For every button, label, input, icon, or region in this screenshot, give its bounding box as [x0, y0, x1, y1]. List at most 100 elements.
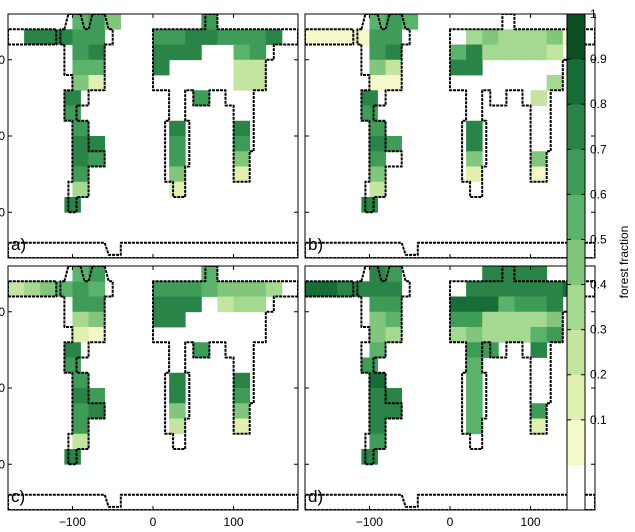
grid-cell	[385, 403, 403, 419]
grid-cell	[233, 151, 251, 167]
grid-cell	[153, 59, 170, 76]
grid-cell	[185, 281, 202, 297]
grid-cell	[193, 342, 210, 358]
coastline	[305, 28, 355, 46]
grid-cell	[249, 29, 267, 45]
grid-cell	[233, 120, 251, 137]
grid-cell	[249, 281, 267, 297]
grid-cell	[193, 90, 210, 106]
grid-cell	[72, 281, 89, 297]
grid-cell	[169, 166, 186, 183]
grid-cell	[72, 403, 89, 419]
colorbar-frame	[566, 13, 586, 511]
grid-cell	[169, 372, 186, 389]
colorbar-tick-label: 0.6	[590, 187, 607, 201]
grid-cell	[40, 281, 57, 297]
grid-cell	[201, 29, 218, 45]
grid-cell	[249, 296, 267, 313]
grid-cell	[369, 372, 386, 389]
grid-cell	[466, 372, 483, 389]
grid-cell	[482, 266, 499, 282]
grid-cell	[201, 266, 218, 282]
grid-cell	[546, 327, 564, 343]
grid-cell	[169, 281, 186, 297]
grid-cell	[217, 29, 234, 45]
grid-cell	[514, 281, 531, 297]
grid-cell	[369, 151, 386, 167]
coastline	[152, 266, 298, 450]
grid-cell	[546, 311, 564, 328]
grid-cell	[385, 311, 403, 328]
grid-cell	[466, 388, 483, 404]
grid-cell	[498, 311, 515, 328]
grid-cell	[249, 59, 267, 76]
coastline	[305, 241, 595, 258]
grid-cell	[88, 281, 106, 297]
grid-cell	[249, 75, 267, 91]
grid-cell	[169, 311, 186, 328]
colorbar-segment	[567, 104, 585, 150]
grid-cell	[233, 29, 251, 45]
grid-cell	[530, 29, 548, 45]
grid-cell	[169, 296, 186, 313]
colorbar-tick-label: 0.8	[590, 97, 607, 111]
grid-cell	[153, 44, 170, 61]
map-panel: b)	[304, 13, 596, 259]
grid-cell	[546, 29, 564, 45]
grid-cell	[530, 44, 548, 61]
colorbar-tick-label: 0.9	[590, 52, 607, 66]
grid-cell	[466, 44, 483, 61]
grid-cell	[88, 403, 106, 419]
grid-cell	[64, 342, 81, 358]
grid-cell	[321, 281, 338, 297]
colorbar-label: forest fraction	[617, 226, 631, 299]
grid-cell	[353, 281, 370, 297]
grid-cell	[466, 296, 483, 313]
grid-cell	[385, 59, 403, 76]
grid-cell	[514, 296, 531, 313]
grid-cell	[466, 151, 483, 167]
grid-cell	[466, 357, 483, 374]
grid-cell	[169, 151, 186, 167]
x-tick-label: 0	[150, 515, 157, 529]
grid-cell	[466, 403, 483, 419]
grid-cell	[88, 311, 106, 328]
grid-cell	[72, 14, 89, 30]
grid-cell	[450, 59, 467, 76]
colorbar-segment	[567, 239, 585, 285]
coastlines	[8, 14, 298, 258]
grid-cell	[337, 29, 354, 45]
grid-cell	[498, 266, 515, 282]
grid-cell	[530, 166, 548, 183]
grid-cell	[530, 281, 548, 297]
grid-cell	[72, 75, 89, 91]
grid-cell	[369, 418, 386, 435]
grid-cell	[530, 418, 548, 435]
grid-cell	[169, 136, 186, 152]
grid-cell	[337, 281, 354, 297]
x-tick-label: −100	[59, 515, 86, 529]
grid-cell	[369, 403, 386, 419]
colorbar-tick-label: 0.4	[590, 278, 607, 292]
grid-cell	[72, 327, 89, 343]
grid-cell	[72, 311, 89, 328]
forest-cells	[8, 266, 283, 465]
colorbar-segment	[567, 374, 585, 421]
grid-cell	[466, 120, 483, 137]
coastlines	[8, 266, 298, 510]
x-tick-label: −100	[356, 515, 383, 529]
grid-cell	[353, 29, 370, 45]
grid-cell	[369, 266, 386, 282]
grid-cell	[466, 166, 483, 183]
grid-cell	[385, 388, 403, 404]
grid-cell	[361, 357, 378, 374]
grid-cell	[72, 120, 89, 137]
grid-cell	[482, 44, 499, 61]
grid-cell	[88, 136, 106, 152]
grid-cell	[265, 29, 283, 45]
grid-cell	[385, 266, 403, 282]
grid-cell	[369, 44, 386, 61]
coastline	[8, 280, 58, 298]
grid-cell	[153, 281, 170, 297]
grid-cell	[385, 75, 403, 91]
